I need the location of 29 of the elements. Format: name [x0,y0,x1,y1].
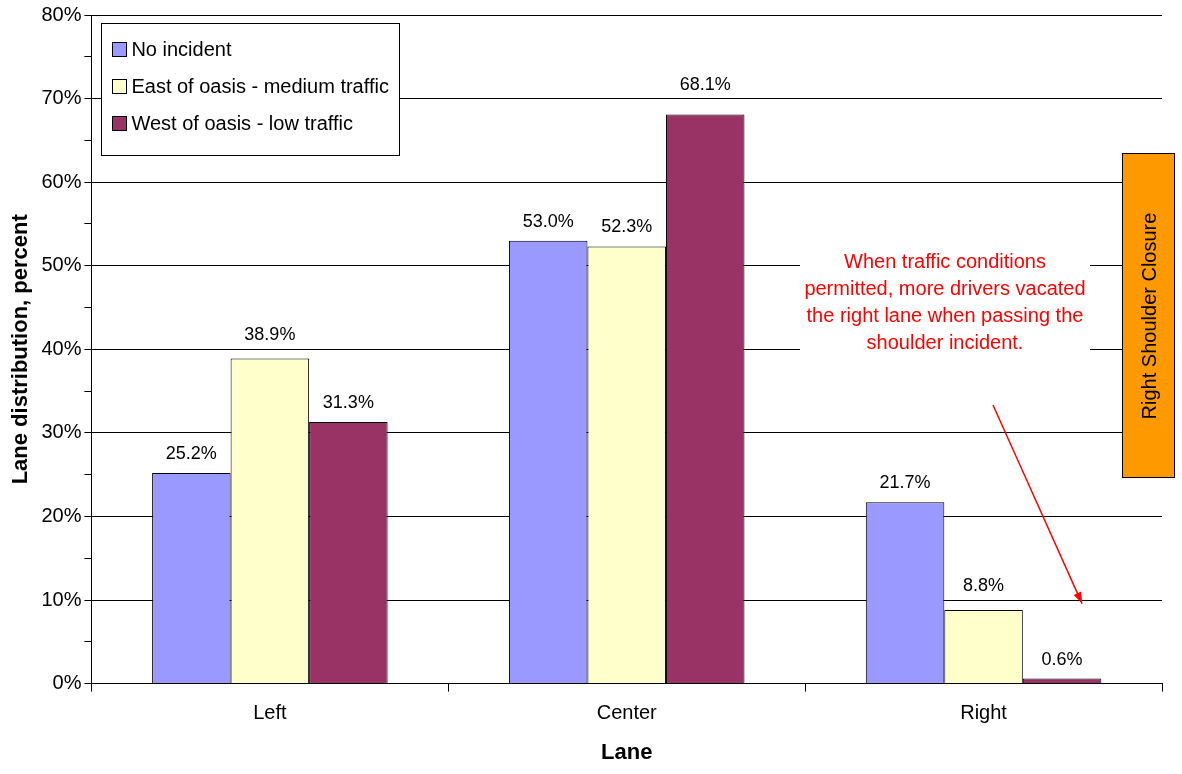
annotation: Right Shoulder Closure [1137,212,1160,419]
y-tick-label: 50% [41,253,82,276]
data-label: 31.3% [322,391,374,412]
x-axis-title: Lane [601,738,653,764]
data-label: 8.8% [963,574,1005,595]
x-tick-label: Left [253,701,287,724]
y-tick-label: 80% [41,2,82,25]
data-label: 25.2% [165,442,217,463]
x-tick-label: Right [960,701,1008,724]
y-tick-label: 10% [41,587,82,610]
x-tick-label: Center [596,701,658,724]
legend-label: East of oasis - medium traffic [131,75,389,98]
data-label: 21.7% [879,472,931,493]
y-axis-title: Lane distribution, percent [7,213,33,485]
legend-label: West of oasis - low traffic [131,112,353,135]
data-label: 68.1% [679,73,731,94]
y-tick-label: 70% [41,86,82,109]
data-label: 52.3% [601,216,653,237]
y-tick-label: 0% [52,671,82,694]
y-tick-label: 20% [41,503,82,526]
data-label: 0.6% [1041,648,1083,669]
label-box: Right Shoulder Closure [1122,153,1175,478]
data-label: 38.9% [244,324,296,345]
legend-label: No incident [131,38,232,61]
y-tick-label: 30% [41,420,82,443]
data-label: 53.0% [522,210,574,231]
annotation: When traffic conditions permitted, more drivers vacated the right lane when passing the shoulder incident. [800,248,1090,356]
y-tick-label: 60% [41,169,82,192]
y-tick-label: 40% [41,336,82,359]
